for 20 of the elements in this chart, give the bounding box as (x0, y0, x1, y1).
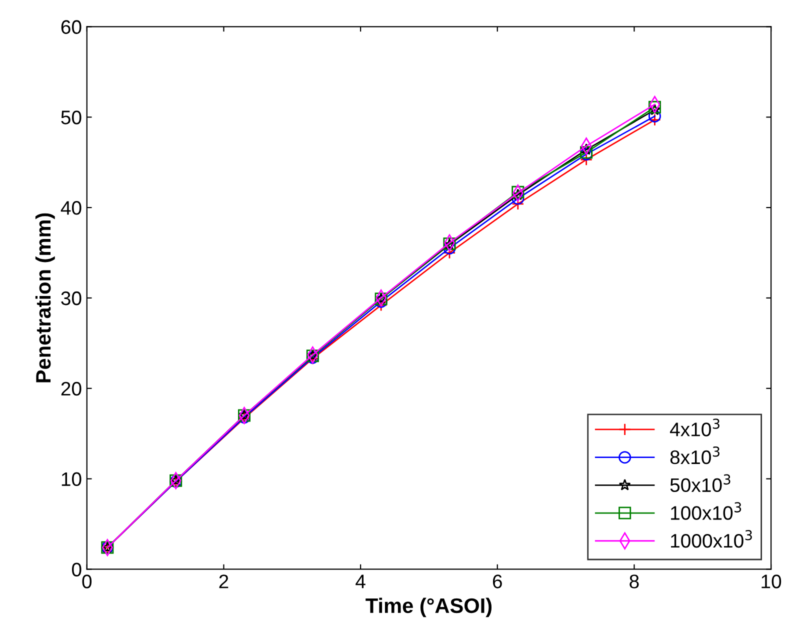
x-axis-title: Time (°ASOI) (366, 598, 492, 618)
legend-label: 1000x10$^{3}$ (671, 530, 752, 548)
y-tick-label: 0 (72, 562, 82, 576)
y-tick-label: 10 (62, 472, 82, 486)
y-tick-label: 20 (61, 382, 82, 396)
legend-label: 8x10$^{3}$ (670, 446, 720, 464)
legend-label: 4x10$^{3}$ (670, 418, 720, 436)
x-tick-label: 8 (630, 574, 639, 588)
y-tick-label: 40 (60, 201, 82, 215)
legend-label: 50x10$^{3}$ (670, 474, 730, 492)
y-axis-title: Penetration (mm) (35, 213, 55, 382)
y-tick-label: 30 (61, 291, 82, 306)
x-tick-label: 4 (356, 574, 366, 588)
legend-label: 100x10$^{3}$ (671, 502, 742, 520)
x-tick-label: 0 (82, 574, 92, 588)
y-tick-label: 50 (61, 110, 82, 124)
x-tick-label: 6 (492, 574, 502, 588)
y-tick-label: 60 (61, 20, 82, 34)
x-tick-label: 2 (219, 574, 228, 588)
x-tick-label: 10 (762, 574, 782, 588)
